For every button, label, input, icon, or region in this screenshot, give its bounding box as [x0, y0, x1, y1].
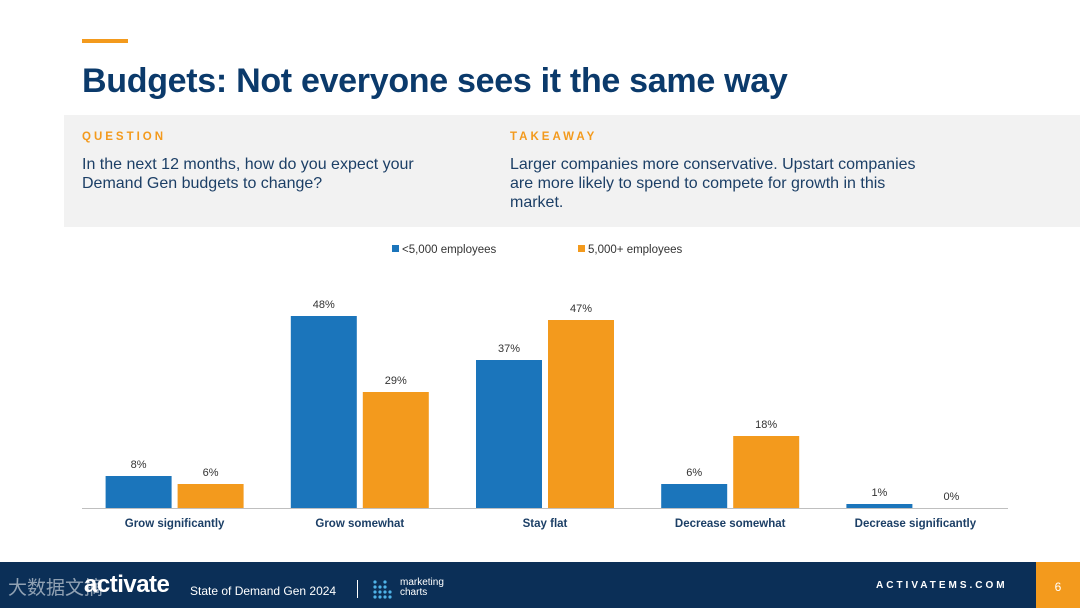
data-label: 1%	[871, 487, 887, 499]
footer-bar: 大数据文摘 activate State of Demand Gen 2024 …	[0, 562, 1080, 608]
legend-label: <5,000 employees	[402, 244, 497, 256]
marketingcharts-dots-icon	[373, 580, 392, 599]
data-label: 18%	[755, 419, 777, 431]
info-box: QUESTION In the next 12 months, how do y…	[64, 115, 1080, 227]
data-label: 0%	[943, 491, 959, 503]
takeaway-label: TAKEAWAY	[510, 131, 598, 143]
category-label: Decrease significantly	[855, 518, 977, 530]
bar-2-2	[362, 392, 429, 508]
question-text: In the next 12 months, how do you expect…	[82, 156, 414, 192]
category-label: Grow significantly	[125, 518, 225, 530]
category-label: Grow somewhat	[315, 518, 404, 530]
brand-logo: activate	[84, 571, 170, 598]
legend-swatch-1	[392, 245, 399, 252]
bar-1-2	[290, 316, 357, 508]
footer-divider	[357, 580, 358, 598]
category-label: Decrease somewhat	[675, 518, 786, 530]
report-name: State of Demand Gen 2024	[190, 584, 337, 598]
legend-label: 5,000+ employees	[588, 244, 683, 256]
site-url: ACTIVATEMS.COM	[876, 580, 1008, 591]
bar-2-3	[548, 320, 614, 508]
data-label: 48%	[313, 299, 335, 311]
data-label: 37%	[498, 343, 520, 355]
data-label: 6%	[686, 467, 702, 479]
bar-chart: 8% 6% Grow significantly 48% 29% Grow somewha…	[82, 244, 1008, 530]
partner-logo-text: marketing charts	[400, 578, 444, 598]
bar-2-1	[177, 484, 244, 508]
bar-1-1	[105, 476, 172, 508]
category-label: Stay flat	[523, 518, 568, 530]
watermark: 大数据文摘	[8, 578, 104, 599]
bar-1-3	[476, 360, 542, 508]
question-label: QUESTION	[82, 131, 167, 143]
data-label: 6%	[203, 467, 219, 479]
data-label: 29%	[385, 375, 407, 387]
question-block: QUESTION In the next 12 months, how do y…	[82, 131, 462, 193]
bar-1-4	[661, 484, 728, 508]
data-label: 8%	[131, 459, 147, 471]
partner-line-1: marketing	[400, 577, 444, 588]
page-title: Budgets: Not everyone sees it the same w…	[82, 62, 788, 100]
partner-line-2: charts	[400, 587, 428, 598]
page-number: 6	[1036, 562, 1080, 608]
takeaway-block: TAKEAWAY Larger companies more conservat…	[510, 131, 930, 212]
bar-1-5	[846, 504, 913, 508]
takeaway-text: Larger companies more conservative. Upst…	[510, 156, 916, 211]
bar-2-4	[733, 436, 800, 508]
data-label: 47%	[570, 303, 592, 315]
legend-swatch-2	[578, 245, 585, 252]
title-accent-bar	[82, 39, 128, 43]
